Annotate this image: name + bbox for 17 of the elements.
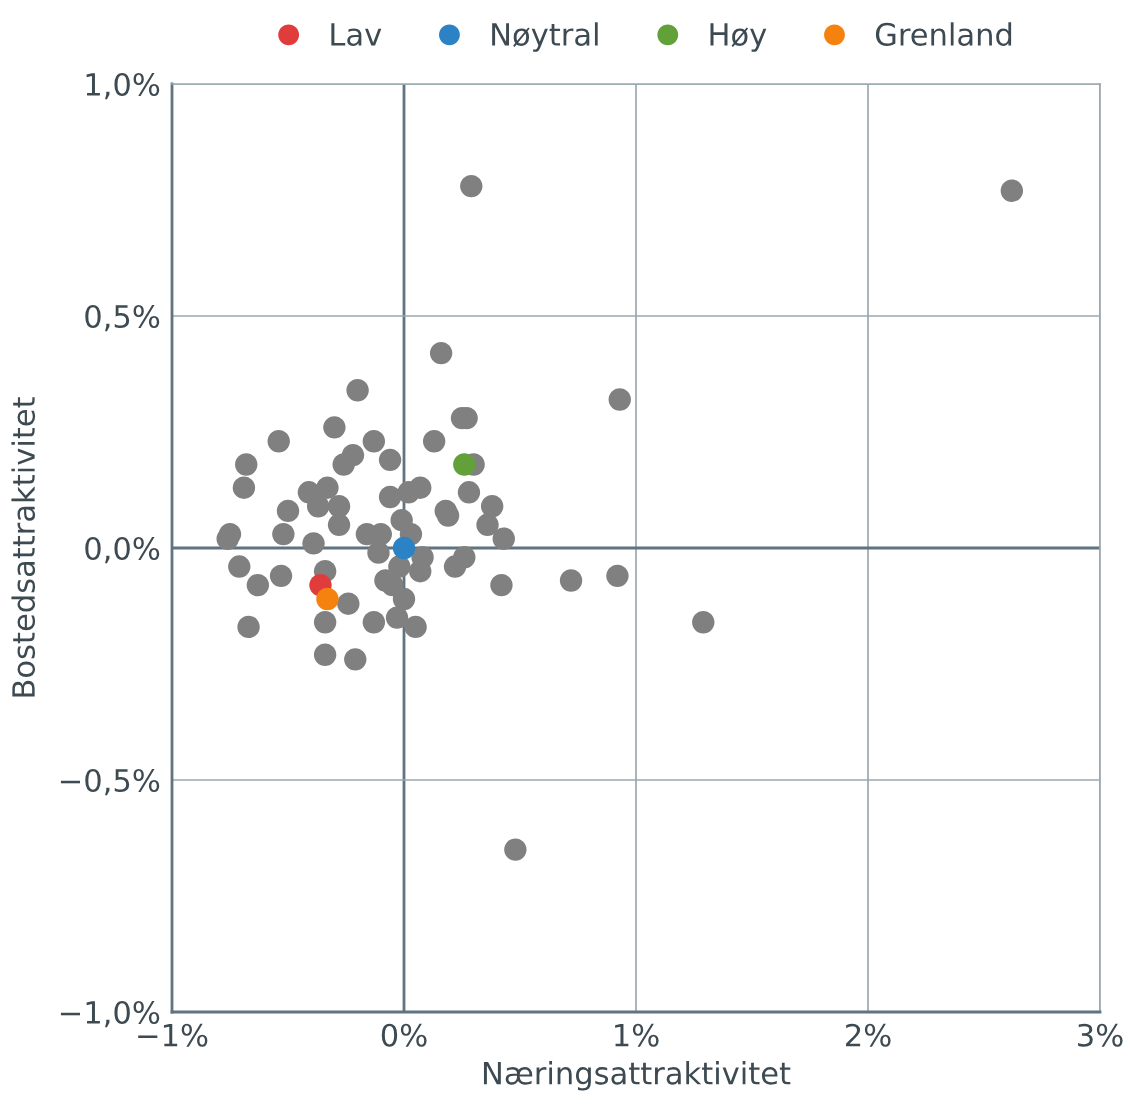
y-axis-title: Bostedsattraktivitet xyxy=(11,397,36,697)
legend-label: Høy xyxy=(710,23,767,52)
legend-label: Grenland xyxy=(875,22,1012,46)
point xyxy=(392,536,416,560)
legend-label: Nøytral xyxy=(492,22,598,52)
x-tick-label: 2% xyxy=(846,1023,891,1047)
x-tick-label: 0% xyxy=(381,1023,427,1047)
y-tick-label: 0,0% xyxy=(85,536,160,564)
x-tick-label: 3% xyxy=(1078,1023,1123,1047)
point xyxy=(316,587,339,611)
y-tick-label: 0,5% xyxy=(85,304,160,332)
y-tick-label: −0,5% xyxy=(60,768,160,796)
x-tick-label: 1% xyxy=(615,1023,659,1047)
legend-label: Lav xyxy=(331,23,382,46)
y-tick-label: 1,0% xyxy=(86,72,160,100)
point xyxy=(453,453,476,476)
x-axis-title: Næringsattraktivitet xyxy=(483,1061,791,1091)
